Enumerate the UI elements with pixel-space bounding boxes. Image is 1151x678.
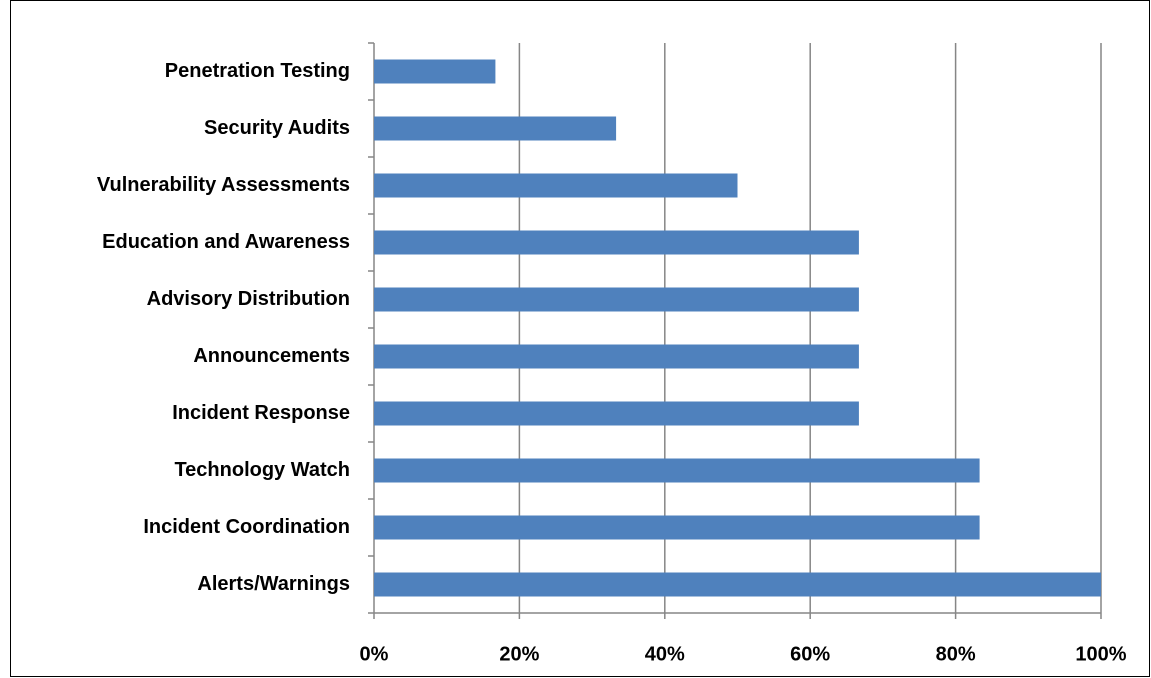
bar xyxy=(374,344,859,369)
y-tick-label: Incident Response xyxy=(172,402,350,424)
y-tick-label: Education and Awareness xyxy=(102,231,350,253)
y-tick-label: Announcements xyxy=(193,345,350,367)
y-tick-label: Penetration Testing xyxy=(165,60,350,82)
y-tick-label: Incident Coordination xyxy=(143,516,350,538)
bar xyxy=(374,173,738,198)
chart-frame xyxy=(10,0,1150,677)
bar xyxy=(374,458,980,483)
x-tick-label: 80% xyxy=(936,643,976,665)
bar xyxy=(374,116,617,141)
x-tick-label: 100% xyxy=(1075,643,1126,665)
bar xyxy=(374,59,496,84)
y-tick-label: Advisory Distribution xyxy=(147,288,350,310)
y-tick-label: Alerts/Warnings xyxy=(197,573,350,595)
x-tick-label: 40% xyxy=(645,643,685,665)
x-tick-label: 60% xyxy=(790,643,830,665)
y-tick-label: Vulnerability Assessments xyxy=(97,174,350,196)
y-tick-label: Technology Watch xyxy=(174,459,350,481)
bar xyxy=(374,401,859,426)
bar xyxy=(374,287,859,312)
bar xyxy=(374,515,980,540)
bar xyxy=(374,230,859,255)
x-tick-label: 0% xyxy=(360,643,389,665)
bar xyxy=(374,572,1101,597)
y-tick-label: Security Audits xyxy=(204,117,350,139)
x-tick-label: 20% xyxy=(499,643,539,665)
